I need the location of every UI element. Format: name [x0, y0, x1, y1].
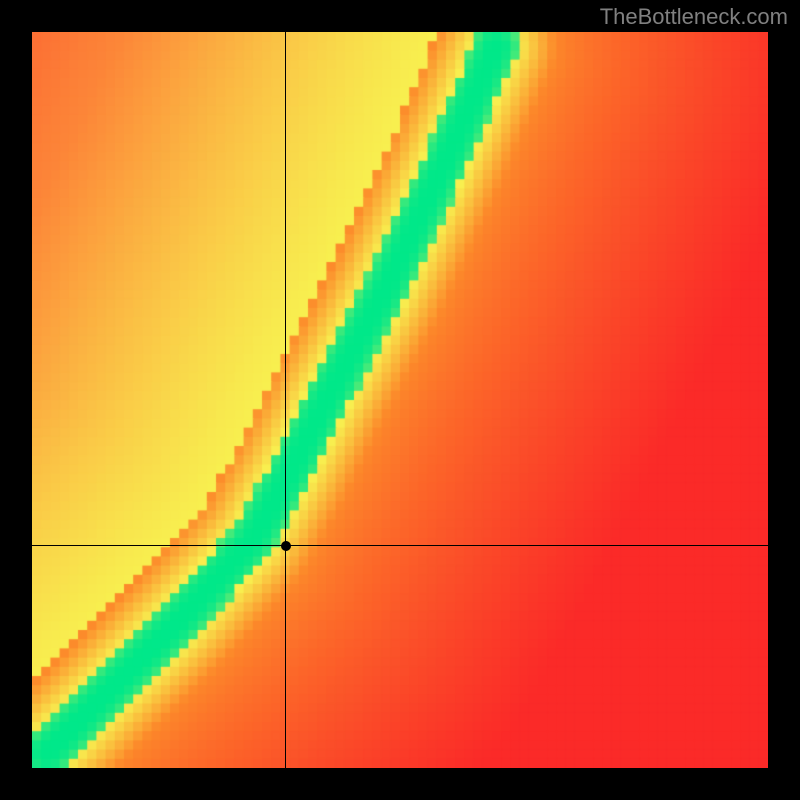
crosshair-vertical — [285, 32, 286, 768]
root: TheBottleneck.com — [0, 0, 800, 800]
watermark-text: TheBottleneck.com — [600, 4, 788, 30]
crosshair-horizontal — [32, 545, 768, 546]
crosshair-marker — [281, 541, 291, 551]
heatmap-canvas — [32, 32, 768, 768]
heatmap-plot — [32, 32, 768, 768]
